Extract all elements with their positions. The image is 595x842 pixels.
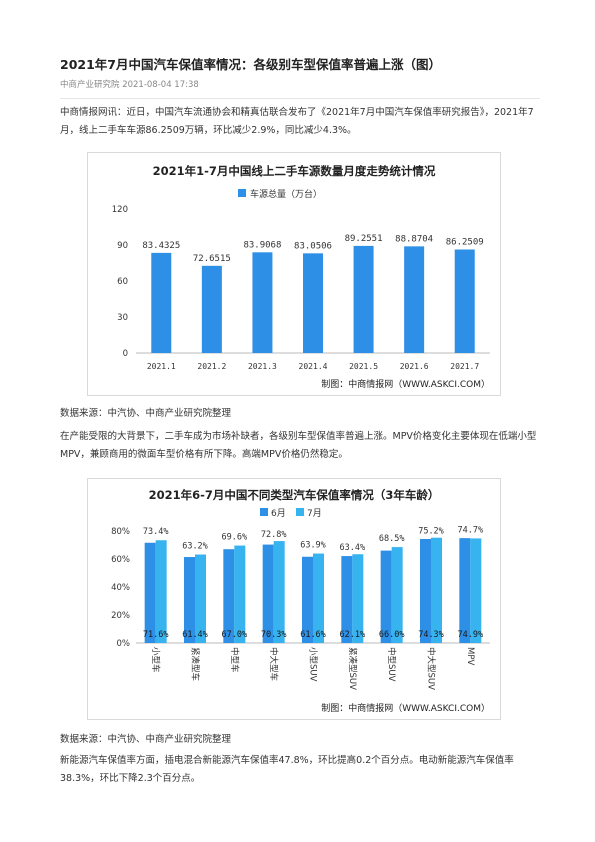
data-label-july: 74.7% (458, 525, 484, 535)
bar-june (341, 556, 353, 643)
bar (252, 252, 273, 353)
data-label: 83.4325 (142, 241, 180, 251)
data-label-july: 75.2% (418, 527, 444, 537)
data-label-june: 61.4% (182, 630, 208, 640)
data-label-june: 74.3% (418, 630, 444, 640)
data-label: 83.0506 (294, 241, 332, 251)
data-label-june: 74.9% (458, 630, 484, 640)
x-tick-label: 中型SUV (386, 647, 397, 682)
bar (201, 265, 222, 353)
x-tick-label: 2021.3 (248, 362, 277, 371)
data-label-june: 71.6% (143, 630, 169, 640)
chart-car-source: 2021年1-7月中国线上二手车源数量月度走势统计情况车源总量（万台） 0 30 60… (87, 152, 501, 396)
bar-july (470, 538, 482, 643)
chart-credit: 制图：中商情报网（WWW.ASKCI.COM） (321, 378, 490, 390)
y-tick-label: 0% (117, 639, 131, 649)
data-label: 72.6515 (193, 254, 231, 264)
bar-june (459, 538, 471, 643)
y-tick-label: 90 (117, 241, 128, 251)
x-tick-label: 中大型SUV (426, 647, 437, 690)
data-label-july: 63.9% (300, 541, 326, 551)
bar-june (144, 542, 156, 643)
bar-june (420, 538, 431, 643)
bar-july (352, 554, 364, 643)
bar-july (273, 541, 285, 643)
legend-swatch (238, 189, 246, 197)
legend-label: 车源总量（万台） (250, 188, 322, 200)
x-tick-label: 2021.2 (197, 362, 226, 371)
source-note-1: 数据来源：中汽协、中商产业研究院整理 (60, 408, 232, 419)
data-label: 83.9068 (243, 240, 281, 250)
article-title: 2021年7月中国汽车保值率情况：各级别车型保值率普遍上涨（图） (60, 57, 441, 72)
bar-july (391, 547, 403, 643)
bar (303, 253, 323, 353)
data-label-july: 72.8% (261, 530, 287, 540)
bar-july (313, 553, 324, 643)
bar (353, 245, 374, 353)
chart-credit: 制图：中商情报网（WWW.ASKCI.COM） (321, 702, 490, 714)
data-label-june: 62.1% (340, 630, 366, 640)
data-label: 88.8704 (395, 234, 433, 244)
x-tick-label: 2021.6 (400, 362, 429, 371)
x-tick-label: 小型SUV (308, 647, 319, 682)
data-label-june: 61.6% (300, 630, 326, 640)
bar-june (184, 557, 195, 643)
chart-title: 2021年6-7月中国不同类型汽车保值率情况（3年车龄） (149, 488, 440, 502)
data-label-july: 63.4% (340, 543, 366, 553)
legend-label-july: 7月 (307, 508, 322, 519)
paragraph-intro: 中商情报网讯：近日，中国汽车流通协会和精真估联合发布了《2021年7月中国汽车保… (60, 107, 534, 136)
legend-swatch-june (260, 508, 268, 516)
chart-retention-svg: 2021年6-7月中国不同类型汽车保值率情况（3年车龄） 6月 7月 0% 20% 40%… (111, 488, 490, 714)
x-tick-label: 2021.7 (450, 362, 479, 371)
data-label-july: 73.4% (143, 527, 169, 537)
x-tick-label: 紧凑型车 (190, 647, 201, 681)
bar (151, 252, 172, 353)
y-tick-label: 120 (112, 205, 128, 215)
data-label-june: 67.0% (222, 630, 248, 640)
x-tick-label: 中型车 (229, 647, 240, 673)
data-label-june: 66.0% (379, 630, 405, 640)
x-tick-label: 中大型车 (268, 647, 279, 681)
data-label: 89.2551 (345, 234, 383, 244)
x-tick-label: 2021.5 (349, 362, 378, 371)
chart-title: 2021年1-7月中国线上二手车源数量月度走势统计情况 (153, 164, 436, 178)
y-tick-label: 60 (117, 277, 128, 287)
bar (404, 246, 425, 353)
data-label: 86.2509 (446, 237, 484, 247)
data-label-july: 68.5% (379, 534, 405, 544)
y-tick-label: 40% (111, 583, 130, 593)
data-label-july: 69.6% (222, 533, 248, 543)
data-label-july: 63.2% (182, 542, 208, 552)
bar-july (155, 540, 167, 643)
x-tick-label: 2021.4 (299, 362, 328, 371)
bar-june (223, 549, 235, 643)
bar-june (262, 544, 274, 643)
bar-june (380, 550, 392, 643)
paragraph-context: 在产能受限的大背景下，二手车成为市场补缺者，各级别车型保值率普遍上涨。MPV价格… (60, 431, 537, 460)
bar-july (234, 545, 246, 643)
article-meta: 中商产业研究院 2021-08-04 17:38 (60, 78, 540, 99)
y-tick-label: 20% (111, 611, 130, 621)
legend-swatch-july (296, 508, 304, 516)
x-tick-label: 2021.1 (147, 362, 176, 371)
paragraph-new-energy: 新能源汽车保值率方面，插电混合新能源汽车保值率47.8%，环比提高0.2个百分点… (60, 755, 514, 784)
x-tick-label: 紧凑型SUV (347, 647, 358, 690)
y-tick-label: 80% (111, 527, 130, 537)
bar (454, 249, 475, 353)
source-note-2: 数据来源：中汽协、中商产业研究院整理 (60, 734, 232, 745)
legend-label-june: 6月 (271, 508, 286, 519)
y-tick-label: 60% (111, 555, 130, 565)
bar-july (431, 537, 442, 643)
bar-june (302, 556, 313, 643)
y-tick-label: 0 (123, 349, 128, 359)
bar-july (195, 554, 206, 643)
y-tick-label: 30 (117, 313, 128, 323)
x-tick-label: MPV (465, 647, 475, 665)
chart-retention: 2021年6-7月中国不同类型汽车保值率情况（3年车龄） 6月 7月 0% 20% 40%… (87, 478, 501, 720)
x-tick-label: 小型车 (150, 647, 161, 673)
data-label-june: 70.3% (261, 630, 287, 640)
